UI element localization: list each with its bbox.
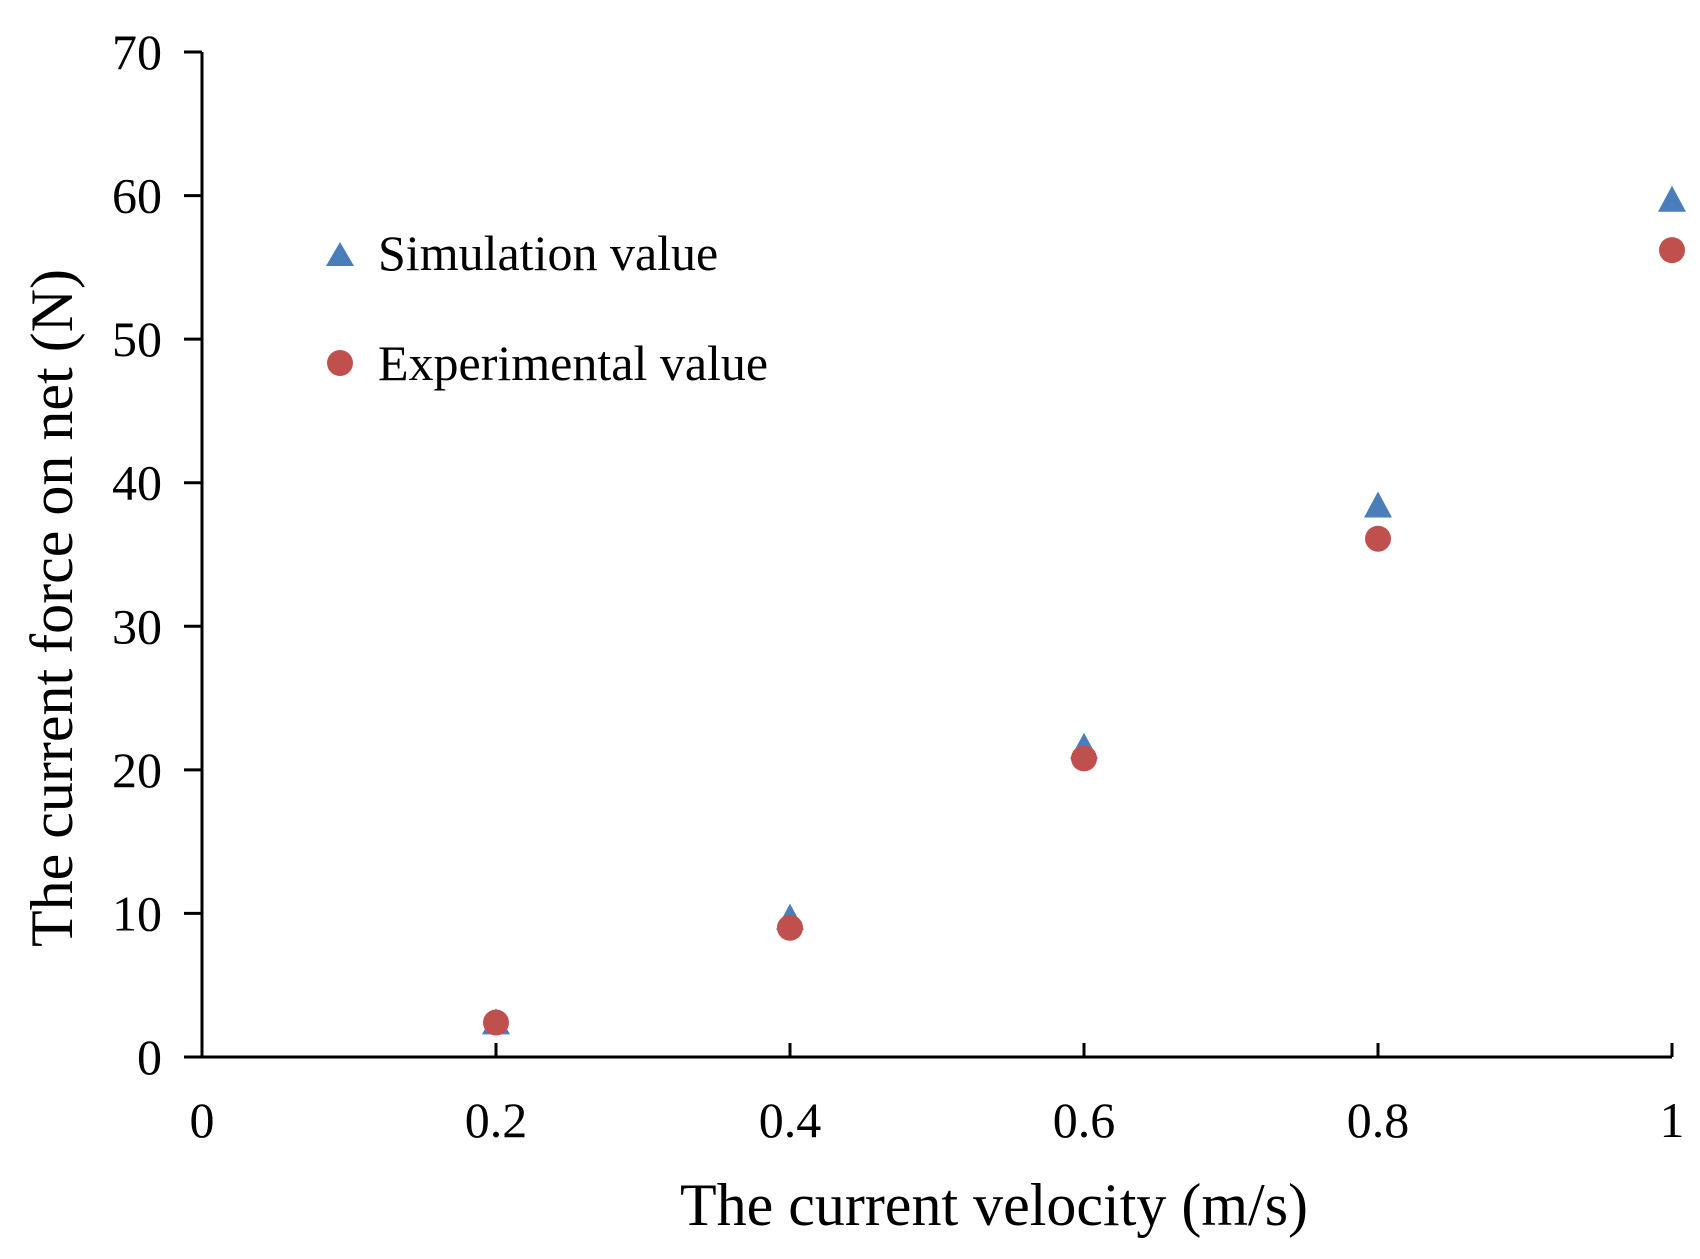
simulation-point [1364, 491, 1392, 518]
y-tick-label: 40 [112, 455, 162, 511]
experimental-point [483, 1009, 509, 1036]
legend-triangle-marker [326, 242, 354, 266]
data-points [482, 185, 1686, 1036]
experimental-point [777, 914, 803, 941]
y-tick-label: 0 [137, 1029, 162, 1085]
x-tick-label: 0.2 [465, 1092, 528, 1148]
y-tick-label: 50 [112, 311, 162, 367]
y-tick-label: 60 [112, 168, 162, 224]
y-tick-label: 70 [112, 24, 162, 80]
legend-label-simulation: Simulation value [378, 225, 718, 281]
legend-item-experimental: Experimental value [327, 335, 768, 391]
y-axis-ticks: 0 10 20 30 40 50 60 70 [112, 24, 202, 1085]
simulation-point [1658, 185, 1686, 212]
x-tick-label: 0.6 [1053, 1092, 1116, 1148]
x-tick-label: 1 [1660, 1092, 1685, 1148]
y-tick-label: 10 [112, 885, 162, 941]
x-tick-label: 0.8 [1347, 1092, 1410, 1148]
y-tick-label: 30 [112, 598, 162, 654]
legend-item-simulation: Simulation value [326, 225, 718, 281]
experimental-point [1071, 745, 1097, 772]
x-tick-label: 0.4 [759, 1092, 822, 1148]
experimental-point [1659, 237, 1685, 264]
experimental-point [1365, 525, 1391, 552]
axes [200, 52, 1672, 1059]
y-axis-title: The current force on net (N) [19, 269, 85, 947]
y-tick-label: 20 [112, 742, 162, 798]
x-axis-ticks: 0 0.2 0.4 0.6 0.8 1 [190, 1043, 1685, 1148]
x-axis-title: The current velocity (m/s) [680, 1172, 1308, 1238]
legend: Simulation value Experimental value [326, 225, 768, 391]
x-tick-label: 0 [190, 1092, 215, 1148]
legend-circle-marker [327, 350, 353, 376]
legend-label-experimental: Experimental value [378, 335, 768, 391]
